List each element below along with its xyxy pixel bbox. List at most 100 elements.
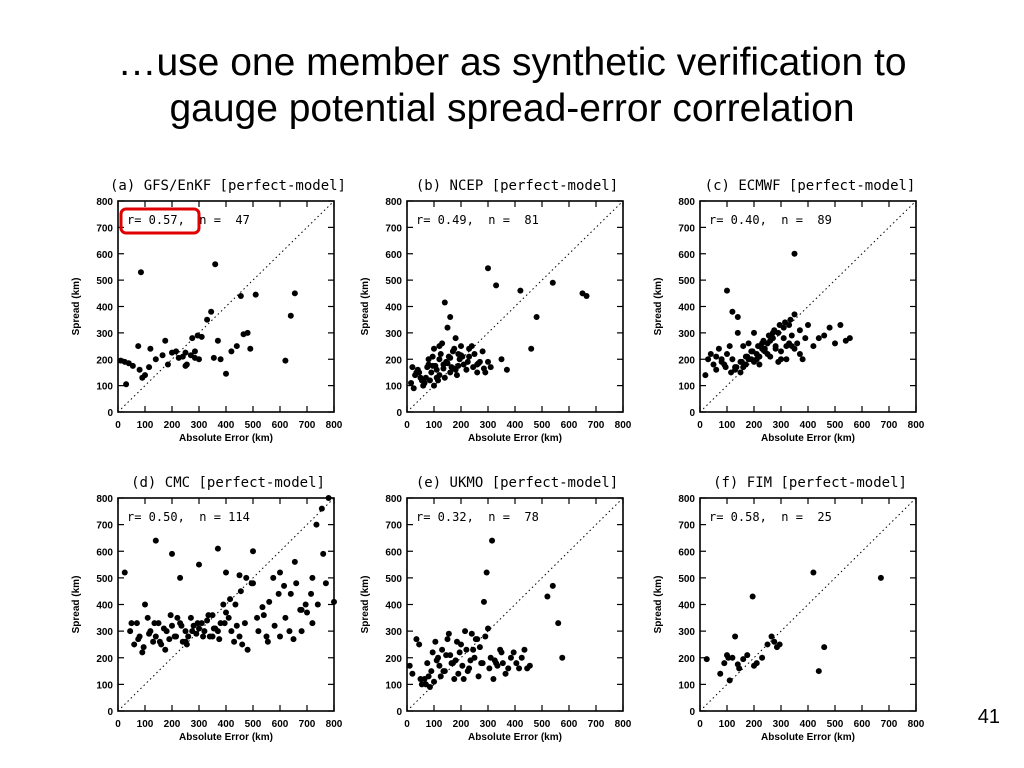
x-tick-label: 800 [326,719,343,730]
data-point [413,369,420,376]
data-point [247,345,254,352]
x-tick-label: 600 [854,719,871,730]
x-tick-label: 500 [534,719,551,730]
data-point [236,572,243,579]
x-tick-label: 300 [480,719,497,730]
x-tick-label: 0 [404,420,410,431]
y-tick-label: 200 [96,355,113,366]
data-point [452,335,459,342]
data-point [464,358,471,365]
data-point [433,657,440,664]
x-tick-label: 0 [697,719,703,730]
y-tick-label: 400 [678,303,695,314]
data-point [291,558,298,565]
data-point [204,316,211,323]
data-point [544,593,551,600]
data-point [308,590,315,597]
data-point [189,628,196,635]
data-point [146,364,153,371]
data-point [191,348,198,355]
data-point [476,644,483,651]
data-point [318,505,325,512]
x-tick-label: 600 [561,420,578,431]
y-tick-label: 600 [385,547,402,558]
data-point [778,348,784,355]
x-tick-label: 100 [426,420,443,431]
y-tick-label: 800 [678,197,695,208]
data-point [228,348,235,355]
data-point [782,319,789,326]
data-point [734,329,741,336]
data-point [783,356,790,363]
data-point [796,350,803,357]
y-tick-label: 600 [385,250,402,261]
data-point [162,337,169,344]
data-point [287,312,294,319]
x-tick-label: 400 [218,420,235,431]
data-point [255,628,262,635]
data-point [304,609,310,616]
data-point [724,287,730,294]
data-point [173,348,180,355]
data-point [417,676,424,683]
y-axis-label: Spread (km) [653,576,664,634]
x-tick-label: 400 [218,719,235,730]
reference-line [699,200,917,413]
data-point [821,332,828,339]
y-tick-label: 0 [107,707,113,718]
y-tick-label: 300 [678,329,695,340]
data-point [162,646,169,653]
data-point [778,356,784,363]
highlight-box [119,207,201,235]
data-point [771,327,778,334]
x-tick-label: 500 [534,420,551,431]
data-point [237,588,244,595]
x-tick-label: 600 [272,420,289,431]
y-axis-label: Spread (km) [360,576,371,634]
data-point [832,340,838,347]
y-tick-label: 200 [678,654,695,665]
x-tick-label: 300 [773,719,790,730]
data-point [791,345,798,352]
slide-title: …use one member as synthetic verificatio… [0,40,1024,132]
data-point [233,622,240,629]
data-point [458,352,464,359]
data-point [428,369,435,376]
data-point [217,356,224,363]
x-tick-label: 500 [245,719,262,730]
data-point [135,343,142,350]
data-point [194,332,201,339]
data-point [298,628,305,635]
data-point [788,332,795,339]
data-point [760,337,767,344]
data-point [185,633,192,640]
data-point [726,677,733,684]
data-point [474,636,481,643]
y-tick-label: 400 [385,303,402,314]
data-point [702,372,709,379]
y-tick-label: 300 [385,329,402,340]
x-tick-label: 300 [191,420,208,431]
data-point [487,654,494,661]
data-point [451,345,458,352]
data-point [212,261,219,268]
data-point [243,574,250,581]
data-point [313,521,320,528]
data-point [445,630,452,637]
y-tick-label: 700 [96,521,113,532]
data-point [493,282,500,289]
data-point [320,550,327,557]
data-point [425,356,432,363]
data-point [740,656,747,663]
data-point [480,598,487,605]
data-point [740,343,747,350]
data-point [433,366,440,373]
data-point [182,638,189,645]
data-point [483,569,490,576]
data-point [485,625,491,632]
x-tick-label: 700 [299,420,316,431]
data-point [151,620,158,627]
x-tick-label: 300 [480,420,497,431]
y-tick-label: 500 [678,276,695,287]
data-point [241,620,248,627]
